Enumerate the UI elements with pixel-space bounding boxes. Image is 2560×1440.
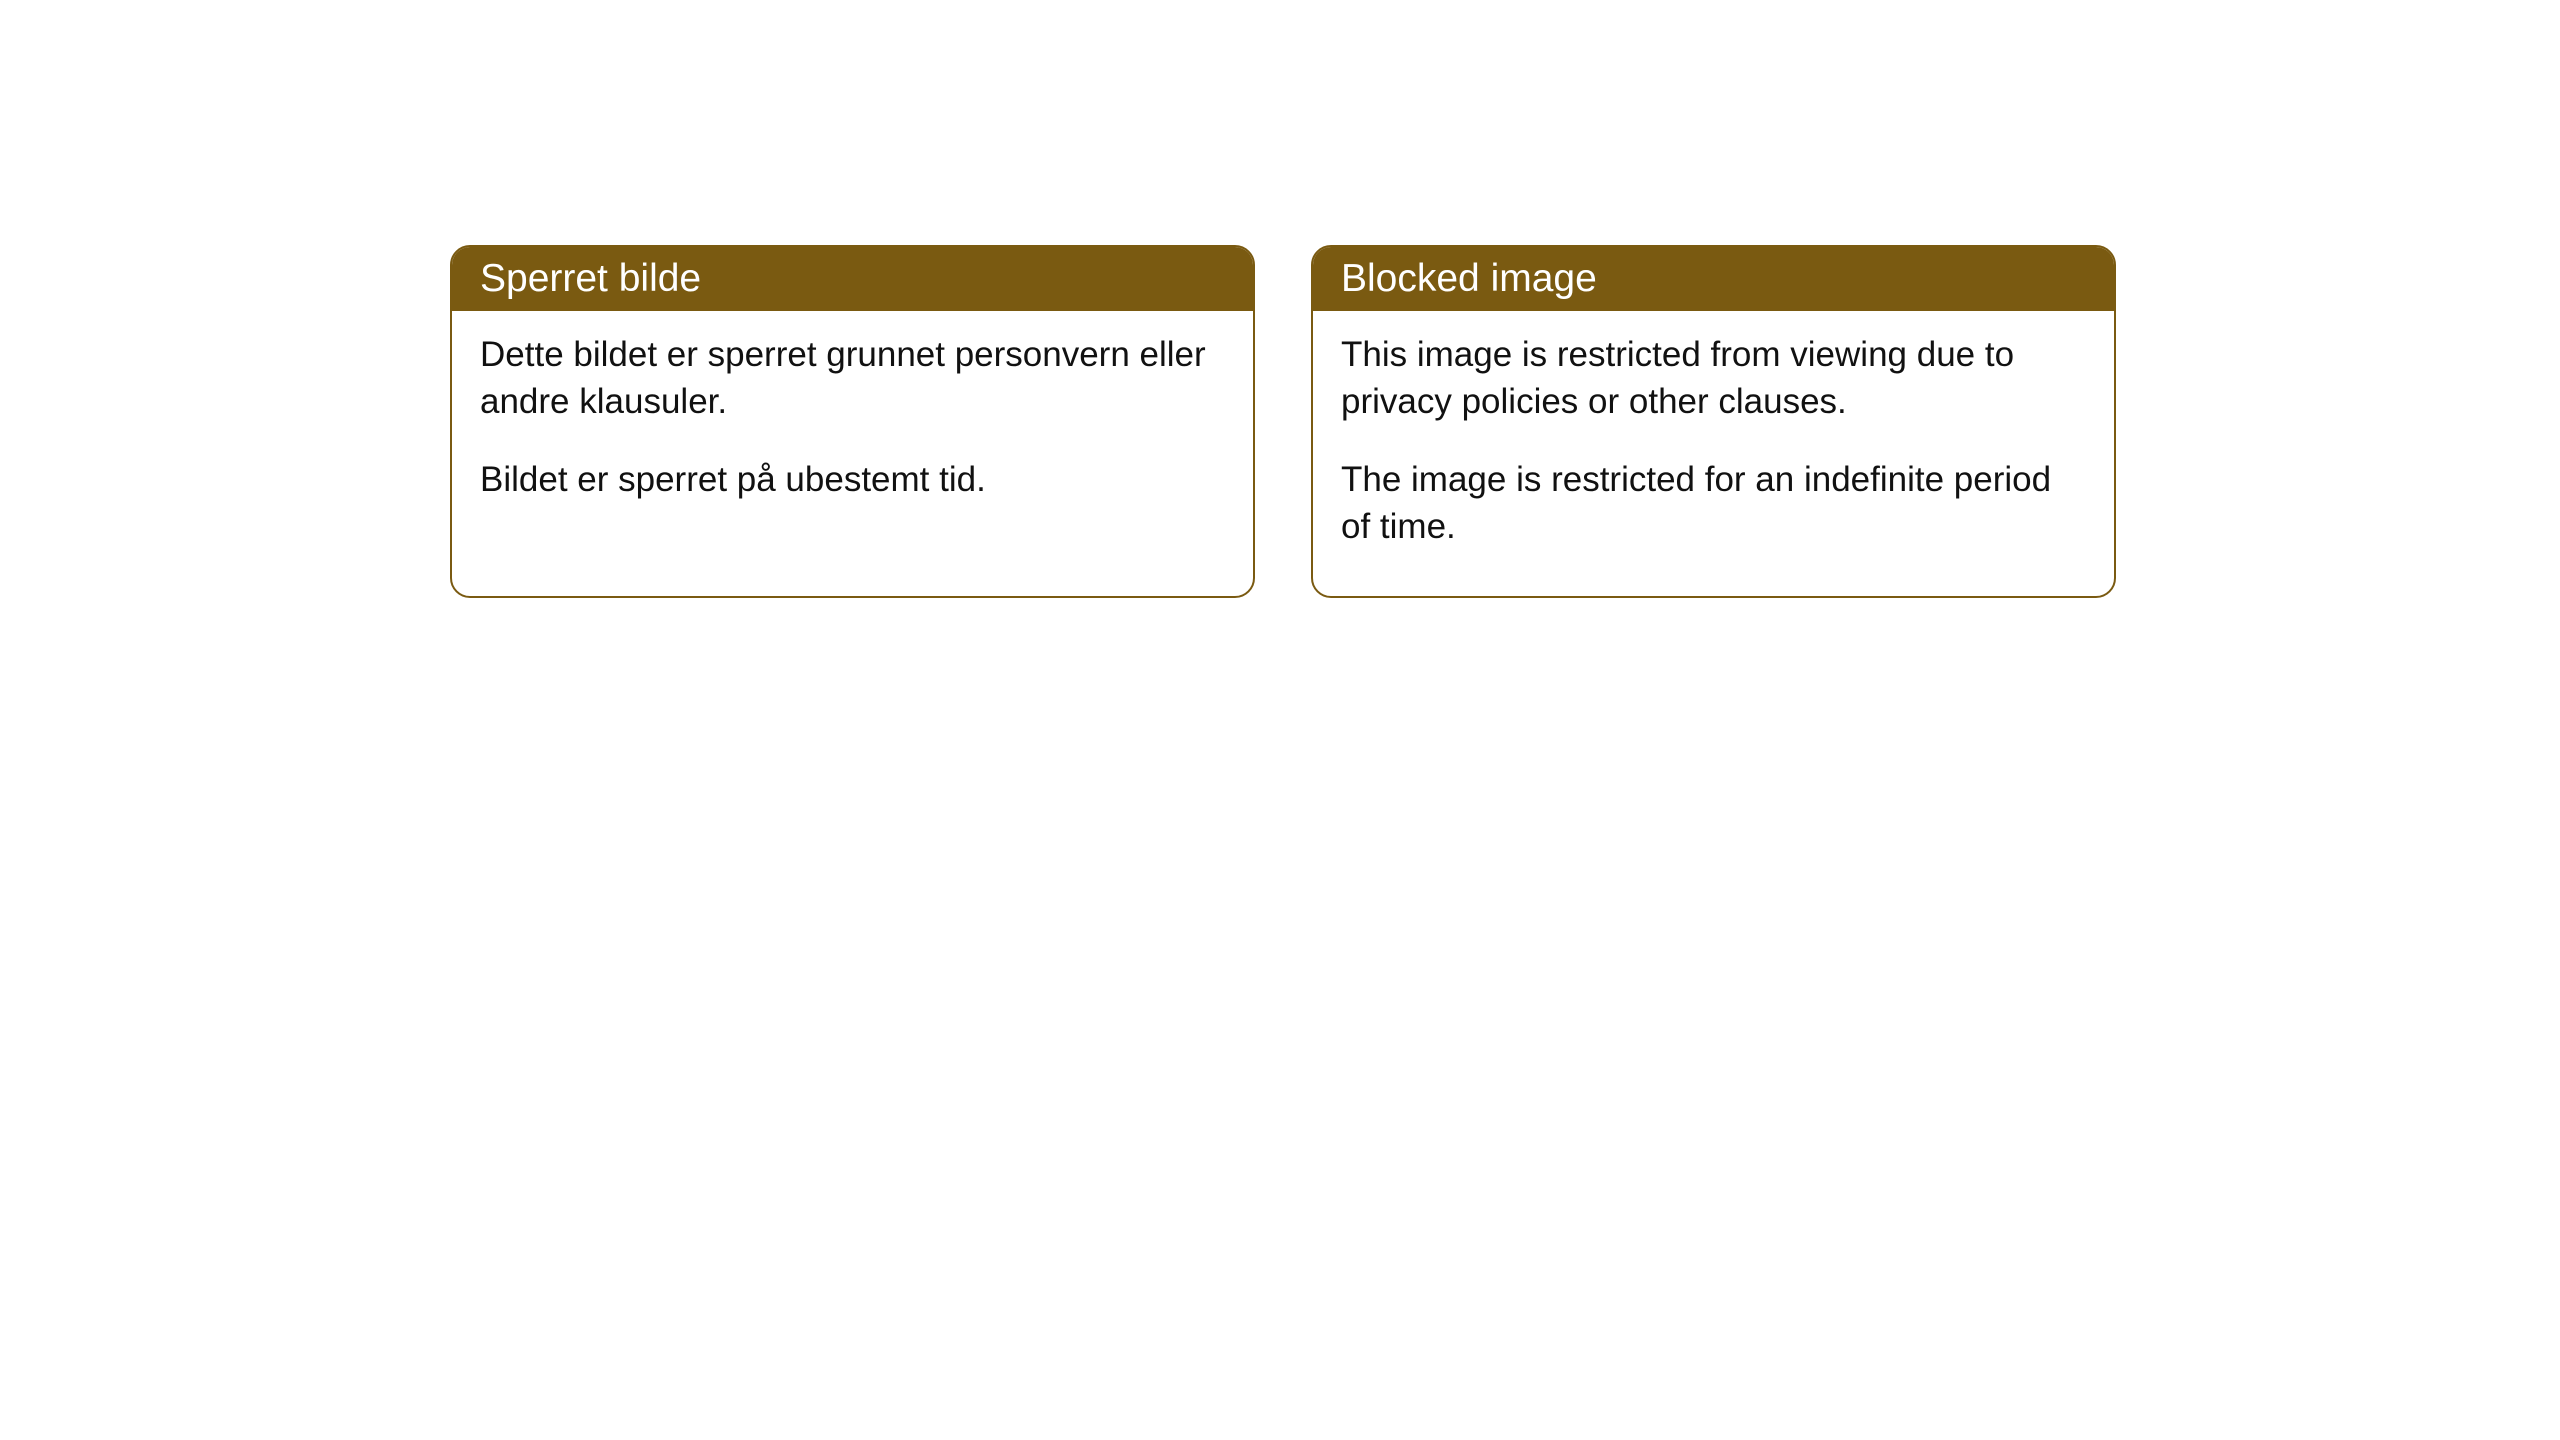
notice-card-norwegian: Sperret bilde Dette bildet er sperret gr… bbox=[450, 245, 1255, 598]
card-paragraph: Dette bildet er sperret grunnet personve… bbox=[480, 331, 1225, 426]
notice-card-english: Blocked image This image is restricted f… bbox=[1311, 245, 2116, 598]
card-paragraph: Bildet er sperret på ubestemt tid. bbox=[480, 456, 1225, 503]
card-paragraph: The image is restricted for an indefinit… bbox=[1341, 456, 2086, 551]
card-title: Sperret bilde bbox=[480, 257, 701, 300]
card-body-norwegian: Dette bildet er sperret grunnet personve… bbox=[452, 311, 1253, 549]
card-body-english: This image is restricted from viewing du… bbox=[1313, 311, 2114, 596]
card-header-norwegian: Sperret bilde bbox=[452, 247, 1253, 311]
card-title: Blocked image bbox=[1341, 257, 1597, 300]
card-header-english: Blocked image bbox=[1313, 247, 2114, 311]
notice-container: Sperret bilde Dette bildet er sperret gr… bbox=[450, 245, 2116, 598]
card-paragraph: This image is restricted from viewing du… bbox=[1341, 331, 2086, 426]
